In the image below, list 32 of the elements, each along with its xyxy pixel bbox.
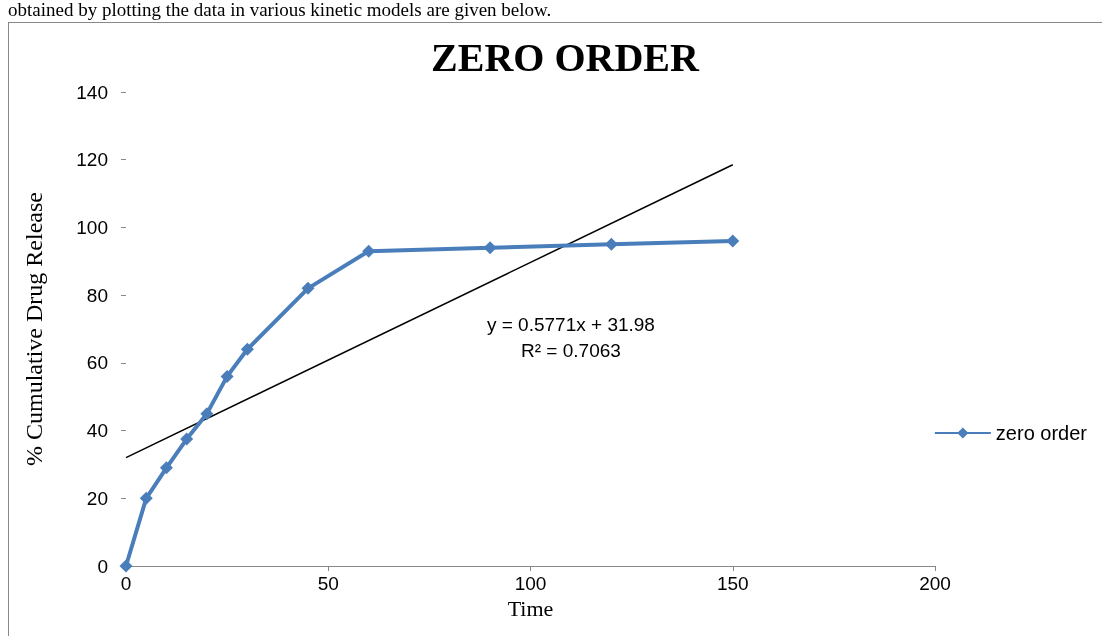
point [139,491,153,505]
y-tick-label: 100 [76,216,108,238]
x-tick-label: 150 [716,573,749,594]
y-tick-label: 120 [76,149,108,171]
point [604,237,618,251]
annotation: y = 0.5771x + 31.98 [486,314,655,336]
y-tick-label: 40 [86,420,108,442]
x-tick-label: 100 [514,573,547,594]
point [180,432,194,446]
y-tick-label: 80 [86,284,108,306]
y-tick-label: 140 [76,81,108,103]
y-axis-title: % Cumulative Drug Release [21,192,47,466]
x-tick-label: 200 [919,573,951,594]
y-tick-label: 60 [86,352,108,374]
x-axis-title: Time [507,596,554,622]
point [726,234,740,248]
point [159,461,173,475]
text: obtained by plotting the data in various kinetic models are given below. [8,0,552,20]
legend-label: zero order [995,422,1088,444]
point [119,559,133,573]
point [301,281,315,295]
y-tick-label: 20 [86,487,108,509]
x-tick-label: 0 [120,573,132,594]
point [200,407,214,421]
x-tick-label: 50 [317,573,339,594]
y-tick-label: 0 [97,555,108,577]
point [362,244,376,258]
chart-title: ZERO ORDER [431,34,701,80]
point [483,241,497,255]
point [240,342,254,356]
point [220,369,234,383]
annotation: R² = 0.7063 [521,340,621,362]
